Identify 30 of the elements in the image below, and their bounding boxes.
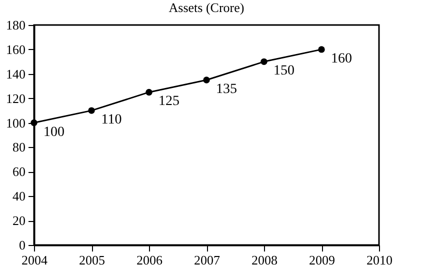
chart-title: Assets (Crore) [168, 0, 244, 15]
data-label: 135 [216, 82, 237, 97]
point [318, 46, 325, 53]
x-tick-label: 2008 [252, 252, 278, 268]
data-label: 160 [331, 51, 352, 66]
data-label: 125 [158, 94, 180, 110]
point [88, 107, 95, 114]
point [260, 58, 268, 66]
y-tick-label: 140 [6, 66, 26, 82]
y-tick-label: 180 [6, 18, 26, 32]
y-tick-label: 100 [6, 115, 26, 130]
data-label: 150 [274, 64, 294, 79]
y-tick-label: 20 [12, 213, 26, 228]
y-tick-label: 60 [12, 164, 26, 180]
point [146, 88, 152, 96]
x-tick-label: 2010 [366, 252, 392, 268]
y-tick-label: 120 [6, 90, 26, 106]
y-tick-label: 160 [6, 42, 26, 57]
data-label: 110 [101, 112, 122, 128]
x-tick-label: 2009 [309, 252, 335, 268]
x-tick-label: 2004 [22, 252, 48, 268]
y-tick-label: 80 [12, 140, 26, 155]
y-tick-label: 0 [19, 238, 26, 252]
x-tick-label: 2005 [79, 252, 105, 268]
point [30, 119, 38, 126]
x-tick-label: 2007 [194, 252, 220, 268]
data-label: 100 [44, 124, 64, 140]
x-tick-label: 2006 [136, 252, 163, 268]
point [203, 76, 210, 84]
y-tick-label: 40 [12, 188, 26, 204]
